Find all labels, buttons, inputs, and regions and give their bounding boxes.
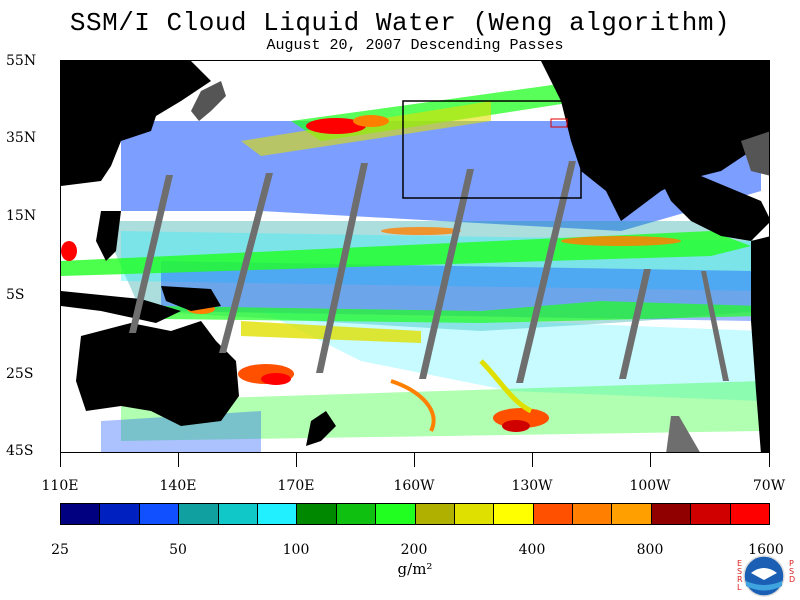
- lon-label: 160W: [393, 478, 435, 494]
- land: [61, 61, 769, 452]
- colorbar-label: 1600: [748, 542, 784, 558]
- chart-subtitle: August 20, 2007 Descending Passes: [266, 37, 564, 54]
- colorbar-segment: [691, 504, 731, 524]
- lat-label: 35N: [6, 130, 37, 146]
- lon-label: 130W: [511, 478, 553, 494]
- colorbar-segment: [651, 504, 692, 524]
- colorbar-units: g/m²: [397, 560, 433, 578]
- colorbar-segment: [730, 504, 770, 524]
- map-svg: [61, 61, 769, 452]
- colorbar-segment: [179, 504, 219, 524]
- lon-label: 170E: [277, 478, 315, 494]
- lat-label: 15N: [6, 208, 37, 224]
- map-area: [60, 60, 770, 453]
- lon-tick: [769, 453, 770, 467]
- lat-label: 45S: [6, 443, 34, 459]
- chart-title: SSM/I Cloud Liquid Water (Weng algorithm…: [69, 8, 731, 38]
- lon-label: 70W: [752, 478, 786, 494]
- esrl-text: E S R L: [737, 559, 743, 592]
- lon-tick: [532, 453, 533, 467]
- lon-tick: [414, 453, 415, 467]
- colorbar-segment: [376, 504, 416, 524]
- colorbar-segment: [612, 504, 652, 524]
- colorbar-label: 200: [400, 542, 428, 558]
- colorbar-segment: [139, 504, 180, 524]
- colorbar-label: 50: [169, 542, 187, 558]
- colorbar-segment: [415, 504, 455, 524]
- lon-tick: [178, 453, 179, 467]
- colorbar-segment: [218, 504, 258, 524]
- lon-tick: [650, 453, 651, 467]
- colorbar-label: 400: [518, 542, 546, 558]
- colorbar-segment: [61, 504, 101, 524]
- colorbar-segment: [257, 504, 298, 524]
- lon-label: 100W: [629, 478, 671, 494]
- colorbar-label: 800: [636, 542, 664, 558]
- lon-tick: [60, 453, 61, 467]
- colorbar-segment: [336, 504, 377, 524]
- colorbar-segment: [454, 504, 495, 524]
- region-box-large: [402, 100, 582, 199]
- noaa-logo: NOAA: [743, 555, 785, 597]
- colorbar-segment: [573, 504, 613, 524]
- colorbar-segment: [533, 504, 574, 524]
- swath-gaps: [129, 161, 729, 452]
- psd-text: P S D: [789, 559, 796, 584]
- lat-label: 5S: [6, 287, 25, 303]
- lon-tick: [296, 453, 297, 467]
- colorbar-label: 25: [51, 542, 69, 558]
- colorbar: [60, 503, 770, 525]
- colorbar-label: 100: [282, 542, 310, 558]
- svg-text:NOAA: NOAA: [755, 570, 772, 576]
- colorbar-segment: [100, 504, 140, 524]
- lat-label: 55N: [6, 53, 37, 69]
- colorbar-segment: [494, 504, 534, 524]
- colorbar-segment: [297, 504, 337, 524]
- region-box-small: [550, 118, 568, 128]
- lon-label: 140E: [159, 478, 197, 494]
- lat-label: 25S: [6, 366, 34, 382]
- lon-label: 110E: [41, 478, 79, 494]
